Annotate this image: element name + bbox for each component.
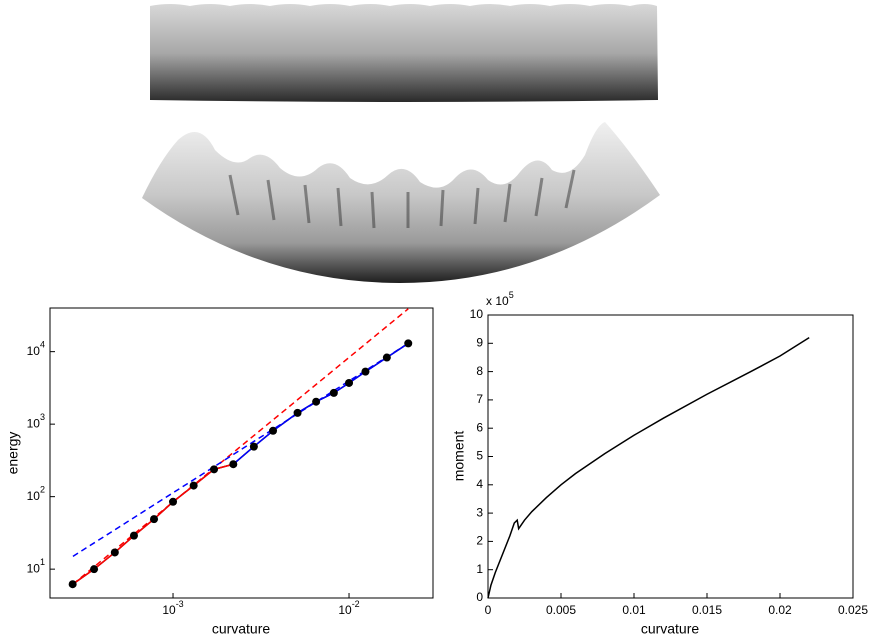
data-point (345, 379, 353, 387)
x-tick-label: 10-2 (338, 599, 359, 617)
y-tick-label: 6 (476, 420, 483, 434)
y-tick-label: 1 (476, 562, 483, 576)
y-tick-label: 2 (476, 534, 483, 548)
y-tick-label: 9 (476, 335, 483, 349)
straight-tube-render (150, 4, 658, 102)
y-tick-label: 8 (476, 364, 483, 378)
y-tick-label: 4 (476, 477, 483, 491)
bent-tube-render (142, 122, 660, 283)
x-tick-label: 0 (485, 603, 492, 617)
y-tick-label: 103 (27, 413, 45, 431)
data-point (269, 427, 277, 435)
y-axis-label: energy (5, 432, 21, 475)
data-point (330, 389, 338, 397)
x-tick-label: 0.025 (838, 603, 868, 617)
data-point (69, 580, 77, 588)
plot-frame (50, 308, 433, 598)
x-tick-label: 0.02 (768, 603, 792, 617)
y-tick-label: 104 (27, 340, 45, 358)
x-tick-label: 0.01 (622, 603, 646, 617)
x-tick-label: 10-3 (162, 599, 183, 617)
figure: curvature energy curvature moment x 105 … (0, 0, 874, 641)
data-point (90, 565, 98, 573)
data-point (111, 548, 119, 556)
y-tick-label: 10 (470, 307, 484, 321)
plot-frame (488, 315, 853, 598)
data-point (312, 398, 320, 406)
y-tick-label: 101 (27, 558, 45, 576)
data-point (150, 515, 158, 523)
data-point (294, 409, 302, 417)
data-point (229, 460, 237, 468)
y-axis-label: moment (451, 431, 467, 482)
y-tick-label: 102 (27, 485, 45, 503)
x-axis-label: curvature (212, 621, 271, 637)
data-point (169, 498, 177, 506)
data-point (190, 482, 198, 490)
data-point (210, 465, 218, 473)
y-tick-label: 3 (476, 505, 483, 519)
x-axis-label: curvature (641, 621, 700, 637)
data-point (361, 368, 369, 376)
y-multiplier: x 105 (486, 290, 514, 308)
data-point (383, 354, 391, 362)
data-point (404, 339, 412, 347)
y-tick-label: 5 (476, 449, 483, 463)
data-point (250, 443, 258, 451)
y-tick-label: 7 (476, 392, 483, 406)
x-tick-label: 0.015 (692, 603, 722, 617)
x-tick-label: 0.005 (546, 603, 576, 617)
y-tick-label: 0 (476, 590, 483, 604)
data-point (130, 532, 138, 540)
